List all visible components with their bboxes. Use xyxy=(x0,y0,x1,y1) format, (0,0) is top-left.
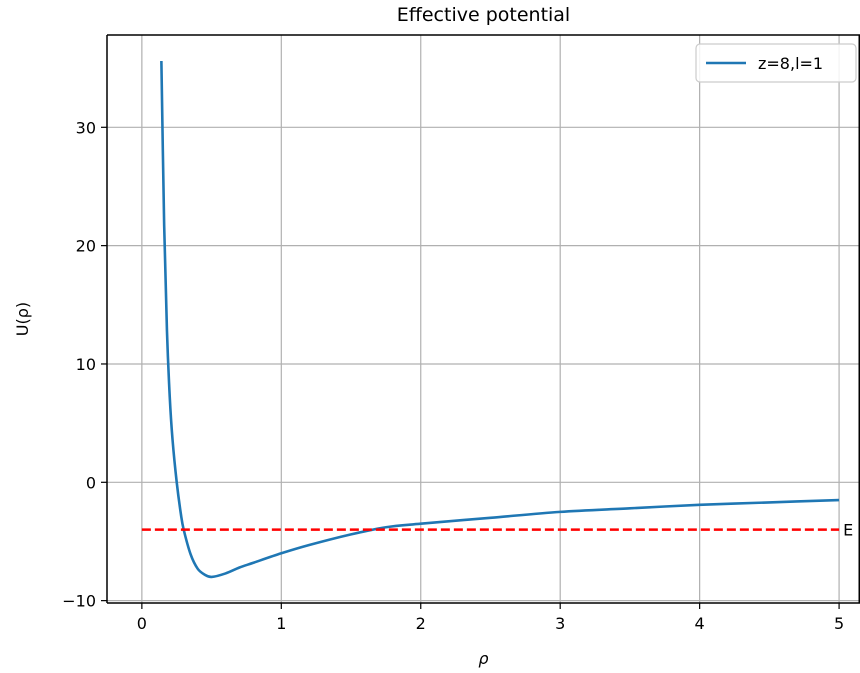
x-tick-label: 4 xyxy=(695,614,705,633)
legend-box xyxy=(695,43,857,83)
legend-label: z=8,l=1 xyxy=(758,54,823,73)
grid-layer xyxy=(107,35,860,603)
chart-title: Effective potential xyxy=(397,4,570,26)
axes-layer xyxy=(106,34,860,604)
legend: z=8,l=1 xyxy=(695,43,857,83)
energy-label: E xyxy=(843,521,853,540)
x-tick-label: 3 xyxy=(555,614,565,633)
y-axis-title: U(ρ) xyxy=(13,302,32,336)
tick-layer: 0 1 2 3 4 5 −10 0 10 20 30 xyxy=(62,118,844,633)
series-line-0 xyxy=(160,61,840,579)
x-tick-label: 2 xyxy=(416,614,426,633)
x-tick-label: 1 xyxy=(276,614,286,633)
y-tick-label: 10 xyxy=(76,355,96,374)
x-tick-label: 0 xyxy=(137,614,147,633)
x-tick-label: 5 xyxy=(834,614,844,633)
x-axis-title: ρ xyxy=(478,649,488,668)
y-tick-label: 0 xyxy=(86,473,96,492)
y-tick-label: 20 xyxy=(76,237,96,256)
data-layer: E xyxy=(141,61,853,579)
label-layer: Effective potential ρ U(ρ) xyxy=(13,4,570,668)
y-tick-label: −10 xyxy=(62,592,96,611)
y-tick-label: 30 xyxy=(76,118,96,137)
